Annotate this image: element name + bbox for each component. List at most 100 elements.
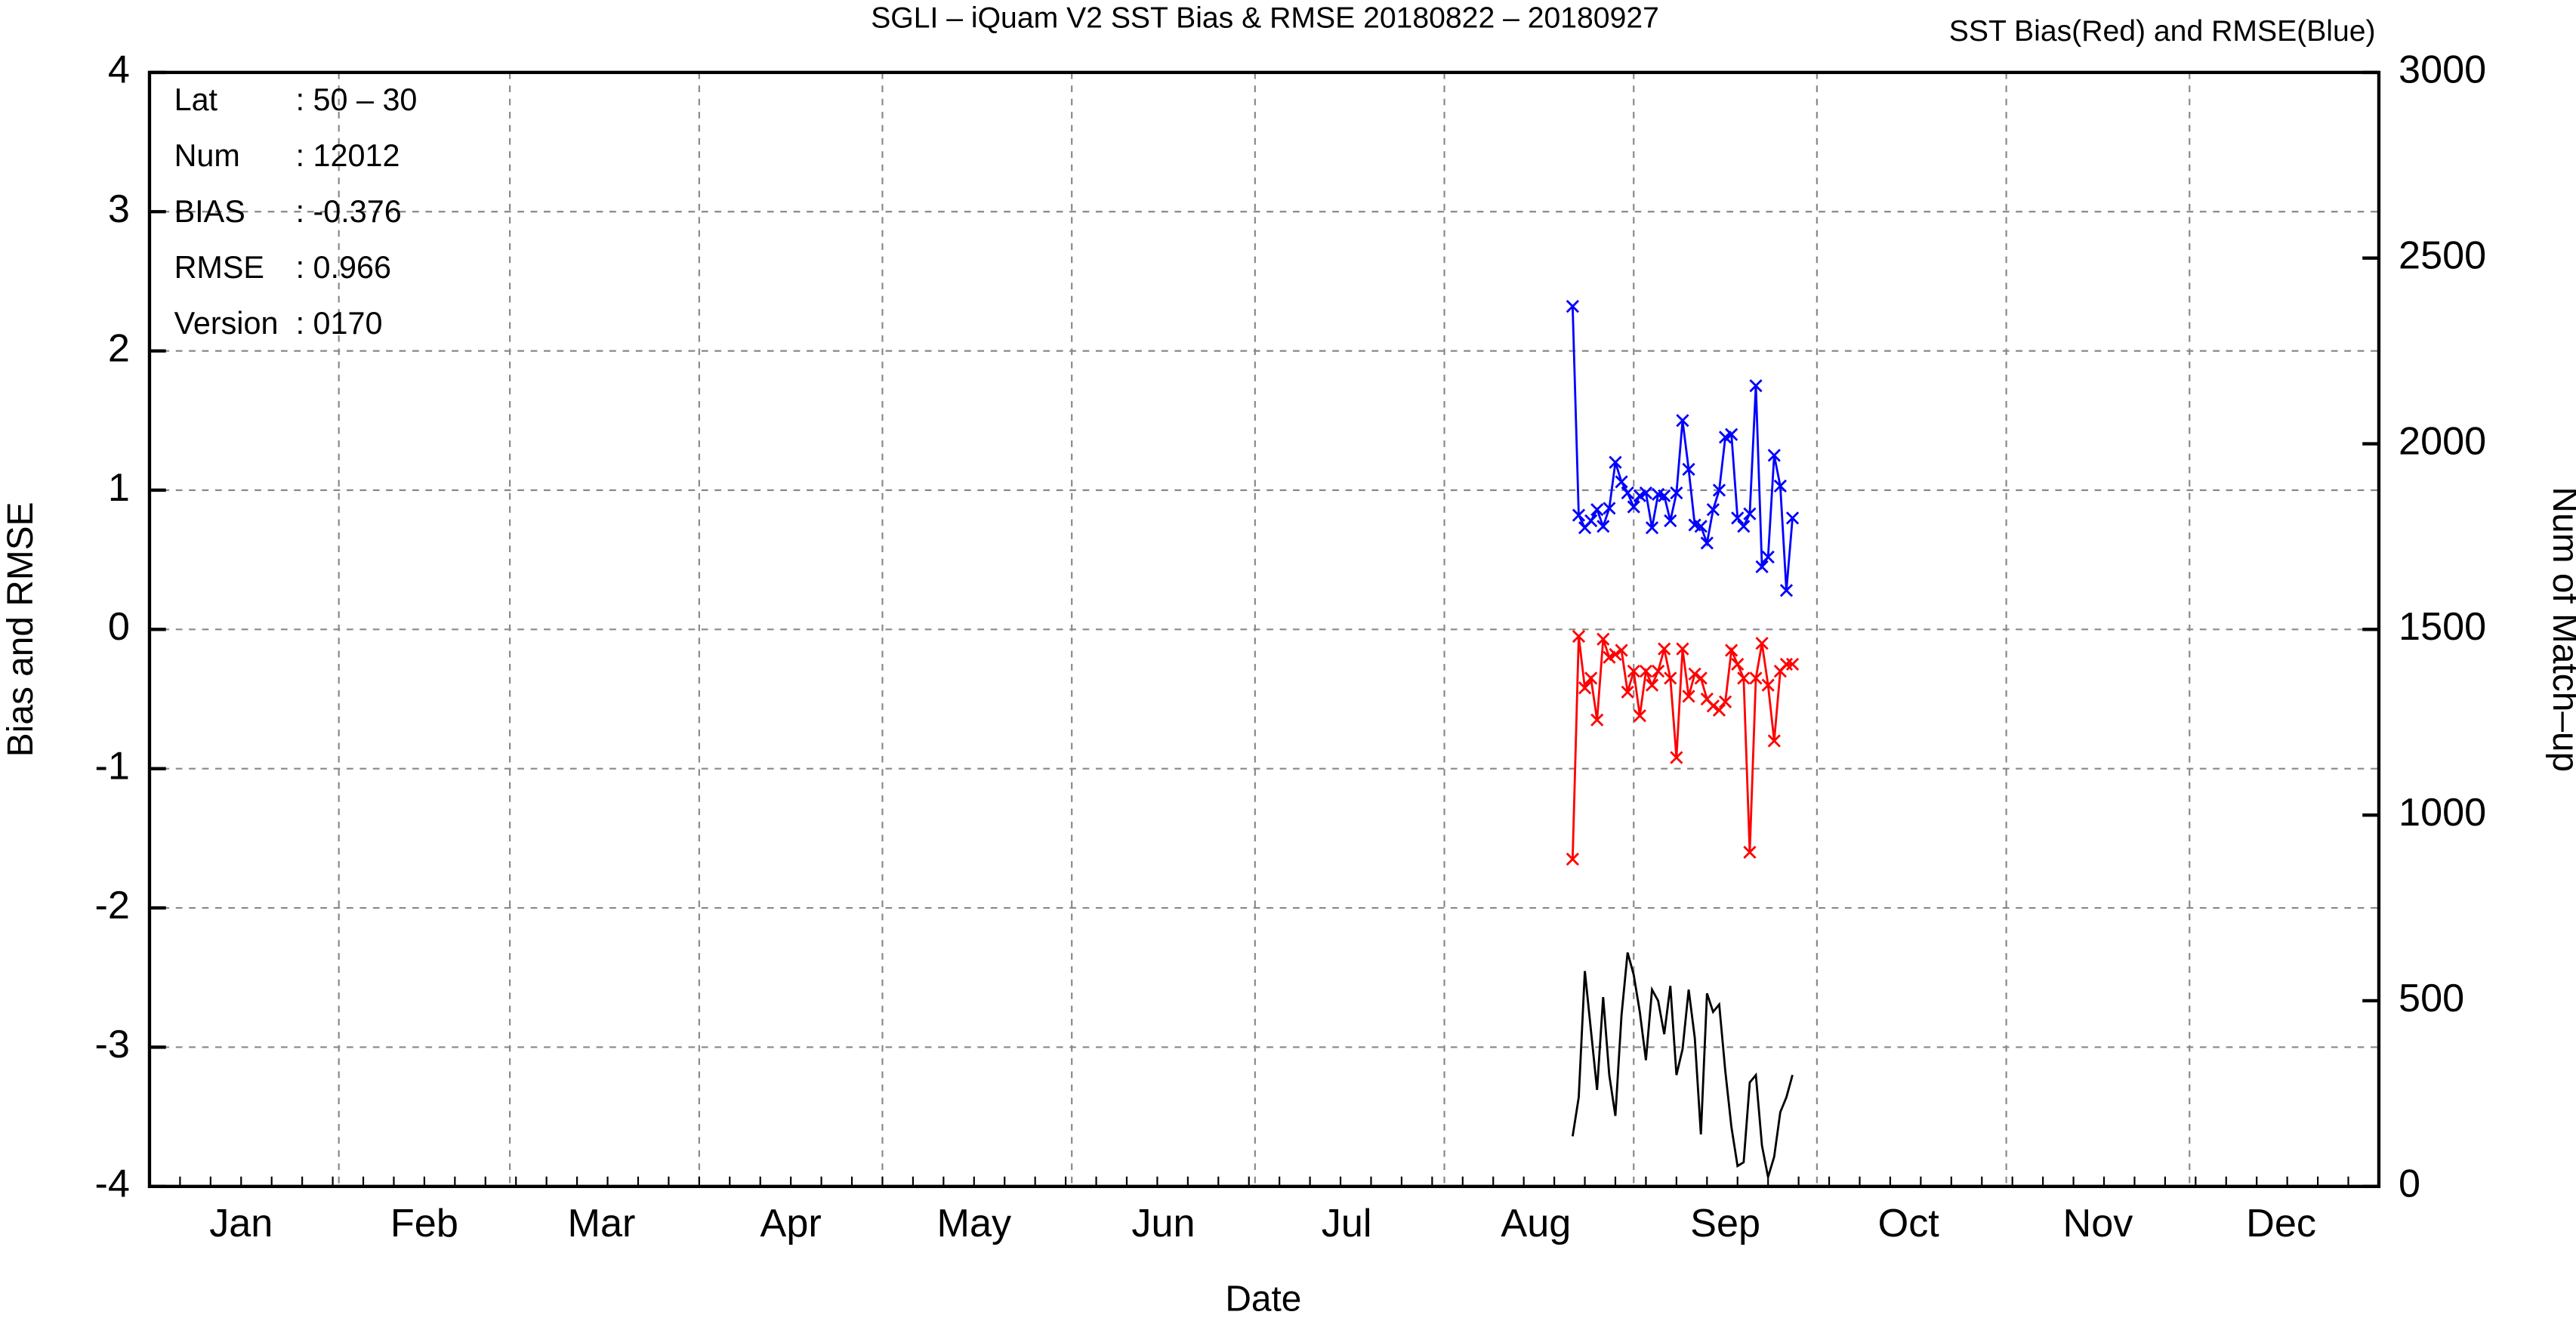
y-tick-label: -4 [94,1162,129,1206]
marker [1578,681,1592,695]
marker [1737,671,1751,685]
marker [1603,502,1616,515]
x-tick-label: Dec [2246,1202,2316,1245]
info-label: Lat [174,82,218,117]
chart-title: SGLI – iQuam V2 SST Bias & RMSE 20180822… [871,2,1659,35]
series-line [1571,952,1794,1178]
y2-tick-label: 500 [2399,977,2464,1020]
marker [1670,486,1683,500]
marker [1749,671,1763,685]
marker [1779,584,1794,597]
series-line [1571,306,1794,591]
info-label: Num [174,138,240,173]
marker [1633,709,1646,723]
x-tick-label: Aug [1501,1202,1571,1245]
marker [1694,520,1708,533]
marker [1688,667,1701,681]
marker [1700,536,1714,550]
marker [1670,751,1683,764]
x-tick-label: Apr [760,1202,822,1245]
marker [1627,665,1640,678]
info-label: BIAS [174,194,245,229]
marker [1664,671,1677,685]
marker [1652,665,1665,678]
marker [1615,475,1628,489]
marker [1609,647,1622,662]
marker [1566,852,1579,866]
marker [1664,514,1677,528]
x-axis-label: Date [1225,1279,1301,1318]
marker [1694,671,1708,685]
plot-frame [147,70,2381,1188]
marker [1621,486,1634,500]
y-tick-label: 3 [108,187,130,231]
marker [1755,637,1769,650]
y-tick-label: -1 [94,745,129,789]
info-label: RMSE [174,250,264,285]
marker [1566,300,1579,313]
series-line [1571,636,1793,860]
marker [1597,632,1610,646]
y-tick-label: 4 [108,48,130,92]
y2-tick-label: 1500 [2399,605,2486,649]
legend-text: SST Bias(Red) and RMSE(Blue) [1949,15,2376,48]
marker [1658,489,1671,502]
marker [1590,503,1604,517]
info-value: : 12012 [296,138,400,173]
y2-tick-label: 1000 [2399,791,2486,835]
marker [1590,713,1604,727]
marker [1712,703,1726,717]
marker [1682,462,1695,476]
x-tick-label: Jun [1131,1202,1195,1245]
y-tick-label: -3 [94,1023,129,1066]
x-tick-label: Mar [568,1202,636,1245]
y2-tick-label: 3000 [2399,48,2486,92]
marker [1597,520,1610,533]
y-tick-label: -2 [94,884,129,928]
marker [1737,520,1751,533]
marker [1785,657,1800,671]
marker [1682,690,1695,703]
marker [1658,642,1671,656]
marker [1749,379,1763,393]
marker [1767,449,1781,462]
info-value: : 0170 [296,306,383,341]
marker [1767,734,1781,748]
info-value: : 0.966 [296,250,391,285]
x-tick-label: May [936,1202,1011,1245]
marker [1676,414,1689,428]
info-label: Version [174,306,279,341]
x-tick-label: Oct [1878,1202,1940,1245]
x-tick-label: Feb [390,1202,458,1245]
marker [1627,500,1640,514]
marker [1785,511,1800,525]
marker [1584,671,1598,685]
info-value: : -0.376 [296,194,402,229]
marker [1779,657,1794,671]
marker [1572,629,1586,644]
marker [1761,550,1775,564]
x-tick-label: Nov [2063,1202,2133,1245]
marker [1706,503,1720,517]
y2-axis-label: Num of Match–up [2545,487,2576,773]
marker [1725,428,1738,441]
marker [1584,514,1598,528]
marker [1761,678,1775,692]
marker [1712,483,1726,497]
y-tick-label: 0 [108,605,130,649]
marker [1639,665,1653,678]
marker [1645,521,1659,535]
marker [1676,642,1689,656]
marker [1615,644,1628,657]
marker [1572,508,1586,522]
marker [1609,455,1622,469]
y2-tick-label: 0 [2399,1162,2420,1206]
y2-tick-label: 2000 [2399,419,2486,463]
x-tick-label: Jan [209,1202,273,1245]
marker [1639,486,1653,500]
y-tick-label: 1 [108,466,130,510]
y-axis-label: Bias and RMSE [1,502,41,757]
marker [1718,695,1732,708]
marker [1725,644,1738,657]
